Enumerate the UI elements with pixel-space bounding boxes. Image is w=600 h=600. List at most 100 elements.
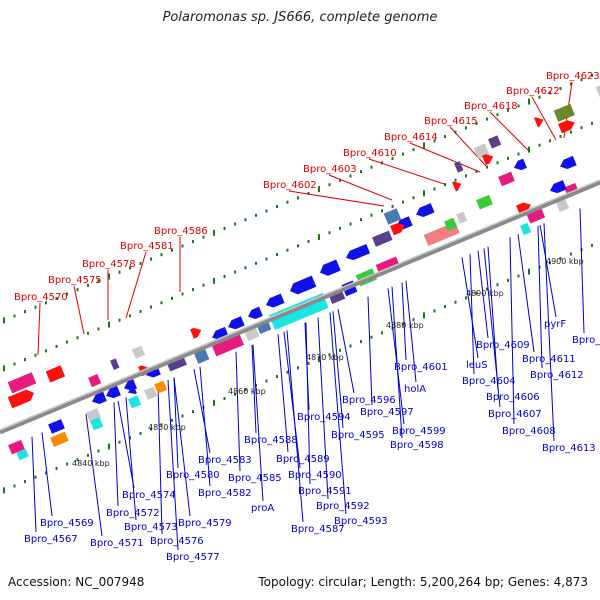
gene-block	[45, 365, 66, 383]
tick-row-reverse-mark	[108, 443, 110, 450]
tick-row-reverse-mark	[160, 423, 163, 427]
gene-arrow-reverse	[266, 293, 285, 308]
forward-leader-line	[449, 126, 487, 167]
tick-row-forward-mark	[570, 130, 572, 134]
gene-block	[144, 386, 158, 400]
tick-row-outer-forward-mark	[139, 261, 142, 265]
forward-gene-label: Bpro_4610	[343, 148, 397, 159]
gene-arrow-reverse	[416, 203, 435, 217]
gene-arrow-reverse	[290, 275, 317, 295]
tick-row-outer-forward-mark	[507, 108, 509, 112]
tick-row-outer-forward-mark	[402, 152, 404, 156]
gene-feature	[190, 327, 202, 339]
reverse-gene-label: Bpro_4589	[276, 454, 330, 465]
gene-features	[7, 84, 600, 461]
reverse-leader-line	[117, 400, 135, 489]
tick-row-outer-forward-mark	[549, 91, 551, 95]
gene-block	[16, 448, 29, 461]
reverse-leader-line	[283, 331, 301, 469]
tick-row-reverse-mark	[339, 348, 341, 352]
gene-feature	[556, 199, 570, 213]
gene-arrow-reverse	[248, 306, 263, 319]
tick-row-outer-forward-mark	[34, 305, 37, 309]
tick-row-forward-mark	[108, 321, 110, 328]
gene-feature	[7, 372, 37, 394]
forward-leader-line	[531, 96, 557, 141]
tick-row-forward-mark	[255, 261, 257, 265]
gene-arrow-reverse	[128, 385, 137, 395]
tick-row-reverse-mark	[570, 252, 572, 256]
gene-feature	[372, 230, 393, 247]
forward-gene-label: Bpro_4586	[154, 226, 208, 237]
genome-summary-text: Topology: circular; Length: 5,200,264 bp…	[258, 575, 588, 589]
reverse-leader-line	[483, 248, 501, 408]
reverse-gene-label: Bpro_4598	[390, 440, 444, 451]
tick-row-reverse-mark	[34, 475, 37, 479]
tick-row-reverse-mark	[97, 449, 100, 453]
reverse-gene-labels: Bpro_4567 Bpro_4569 Bpro_4571 Bpro_4572 Bpro…	[24, 319, 600, 563]
tick-row-reverse-mark	[454, 300, 457, 304]
accession-text: Accession: NC_007948	[8, 575, 145, 589]
tick-row-reverse-mark	[528, 268, 530, 275]
tick-row-outer-forward-mark	[370, 165, 373, 169]
tick-row-outer-forward-mark	[328, 183, 331, 187]
tick-row-forward-mark	[454, 178, 457, 182]
genome-backbone-highlight	[0, 179, 600, 431]
reverse-leader-line	[173, 377, 179, 469]
reverse-gene-label: Bpro_4608	[502, 426, 556, 437]
gene-arrow-reverse	[320, 259, 341, 276]
tick-row-forward-mark	[370, 213, 373, 217]
tick-row-reverse-mark	[486, 287, 488, 291]
gene-feature	[248, 306, 263, 319]
tick-row-forward-mark	[486, 165, 488, 169]
tick-row-forward-mark	[118, 318, 121, 322]
reverse-gene-label: Bpro_4582	[198, 488, 252, 499]
tick-row-forward-mark	[97, 327, 100, 331]
gene-block	[90, 417, 104, 431]
tick-row-outer-forward-mark	[538, 95, 541, 99]
tick-row-reverse-mark	[244, 388, 247, 392]
tick-row-outer-forward-mark	[528, 98, 530, 105]
tick-row-reverse-mark	[412, 318, 415, 322]
gene-feature	[144, 386, 158, 400]
reverse-leader-line	[367, 296, 373, 406]
tick-row-reverse-mark	[234, 392, 236, 396]
tick-row-forward-mark	[591, 121, 593, 125]
tick-row-forward-mark	[66, 340, 68, 344]
tick-row-forward-mark	[496, 161, 499, 165]
tick-row-outer-forward-mark	[580, 78, 583, 82]
reverse-leader-line	[332, 311, 344, 429]
gene-feature	[416, 203, 435, 217]
reverse-gene-label: Bpro_4579	[178, 518, 232, 529]
gene-feature	[50, 431, 69, 447]
gene-block	[48, 419, 65, 434]
tick-row-outer-forward-mark	[255, 213, 257, 217]
reverse-leader-line	[31, 436, 37, 533]
tick-row-forward-mark	[433, 187, 436, 191]
tick-row-outer-forward-mark	[339, 178, 341, 182]
gene-feature	[16, 448, 29, 461]
tick-row-reverse-mark	[181, 414, 184, 418]
tick-row-reverse-mark	[423, 312, 425, 319]
tick-row-outer-forward-mark	[318, 186, 320, 193]
tick-row-forward-mark	[528, 146, 530, 153]
gene-block	[8, 439, 25, 455]
reverse-leader-line	[304, 322, 310, 411]
gene-block	[211, 333, 245, 357]
tick-row-forward-mark	[507, 156, 509, 160]
gene-arrow-forward	[558, 120, 575, 134]
reverse-gene-label: leuS	[466, 360, 488, 371]
reverse-leader-line	[41, 432, 53, 517]
gene-arrow-forward	[7, 389, 35, 409]
tick-row-outer-forward-mark	[160, 253, 163, 257]
gene-arrow-reverse	[514, 158, 527, 171]
gene-feature	[7, 389, 35, 409]
tick-row-outer-forward-mark	[234, 222, 236, 226]
tick-row-reverse-mark	[591, 243, 593, 247]
gene-feature	[560, 155, 577, 169]
reverse-gene-label: Bpro_4604	[462, 376, 516, 387]
gene-block	[372, 230, 393, 247]
reverse-leader-line	[85, 414, 103, 537]
gene-feature	[534, 117, 544, 128]
